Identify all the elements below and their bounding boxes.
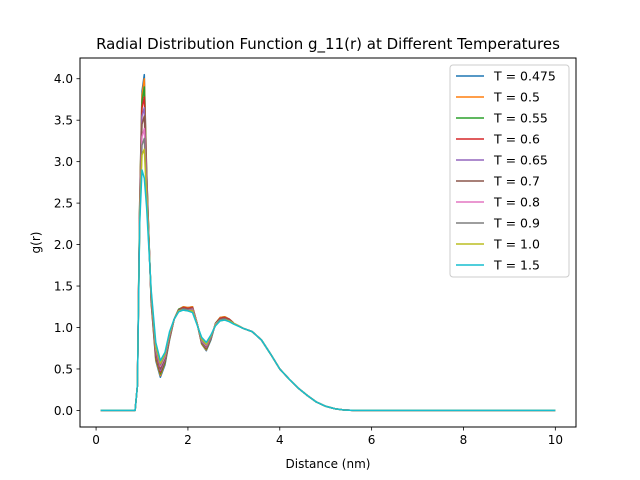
legend: T = 0.475 T = 0.5 T = 0.55 T = 0.6 T = 0.65 T… [449, 64, 570, 278]
series-line-9 [100, 169, 556, 412]
x-tick-label: 8 [460, 433, 468, 447]
legend-label-7: T = 0.9 [493, 216, 540, 231]
y-tick-label: 2.0 [54, 238, 73, 252]
y-tick-label: 4.0 [54, 72, 73, 86]
legend-label-4: T = 0.65 [493, 153, 548, 168]
y-axis-label: g(r) [29, 232, 43, 254]
legend-label-6: T = 0.8 [493, 195, 540, 210]
series-layer [100, 73, 556, 412]
x-tick-label: 0 [92, 433, 100, 447]
y-tick-label: 2.5 [54, 197, 73, 211]
x-tick-label: 4 [276, 433, 284, 447]
chart-title: Radial Distribution Function g_11(r) at … [96, 35, 560, 54]
y-tick-label: 0.0 [54, 404, 73, 418]
legend-label-0: T = 0.475 [493, 69, 556, 84]
legend-label-5: T = 0.7 [493, 174, 540, 189]
x-tick-label: 6 [368, 433, 376, 447]
y-tick-label: 0.5 [54, 362, 73, 376]
x-tick-label: 10 [548, 433, 563, 447]
y-tick-label: 1.5 [54, 280, 73, 294]
legend-label-2: T = 0.55 [493, 111, 548, 126]
x-tick-label: 2 [184, 433, 192, 447]
legend-label-8: T = 1.0 [493, 237, 540, 252]
x-axis-label: Distance (nm) [286, 457, 371, 471]
y-tick-label: 3.0 [54, 155, 73, 169]
ticks-layer: 0 2 4 6 8 10 0.0 0.5 1.0 1.5 2.0 2.5 3.0 3.5 4.0 [54, 72, 563, 447]
y-tick-label: 1.0 [54, 321, 73, 335]
legend-label-3: T = 0.6 [493, 132, 540, 147]
legend-label-1: T = 0.5 [493, 90, 540, 105]
legend-label-9: T = 1.5 [493, 258, 540, 273]
plot-frame [79, 57, 577, 428]
y-tick-label: 3.5 [54, 114, 73, 128]
